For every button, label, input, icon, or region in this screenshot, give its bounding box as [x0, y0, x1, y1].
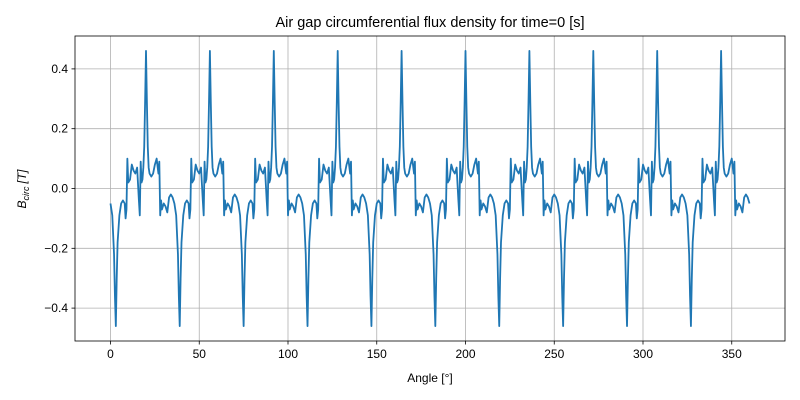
y-tick-label: −0.2: [44, 241, 68, 255]
x-tick-label: 350: [722, 347, 742, 361]
y-axis-label-base: B: [15, 200, 29, 208]
y-axis-label: Bcirc[T]: [15, 169, 31, 209]
y-axis-label-subscript: circ: [21, 186, 31, 200]
series-layer: [109, 50, 751, 327]
x-tick-label: 250: [544, 347, 564, 361]
x-tick-label: 50: [193, 347, 207, 361]
x-axis-label: Angle [°]: [407, 371, 453, 385]
chart-title: Air gap circumferential flux density for…: [275, 15, 584, 31]
y-tick-label: 0.4: [51, 62, 68, 76]
y-tick-label: 0.2: [51, 122, 68, 136]
flux-density-line: [109, 50, 751, 327]
x-tick-label: 200: [455, 347, 475, 361]
x-tick-label: 100: [278, 347, 298, 361]
y-tick-label: 0.0: [51, 182, 68, 196]
ticks: 0 50 100 150 200 250 300 350 −0.4 −0.2 0.0 0.2 0.4: [44, 62, 742, 361]
x-tick-label: 300: [633, 347, 653, 361]
y-tick-label: −0.4: [44, 301, 68, 315]
x-tick-label: 150: [367, 347, 387, 361]
x-tick-label: 0: [107, 347, 114, 361]
y-axis-label-unit: [T]: [15, 169, 29, 185]
